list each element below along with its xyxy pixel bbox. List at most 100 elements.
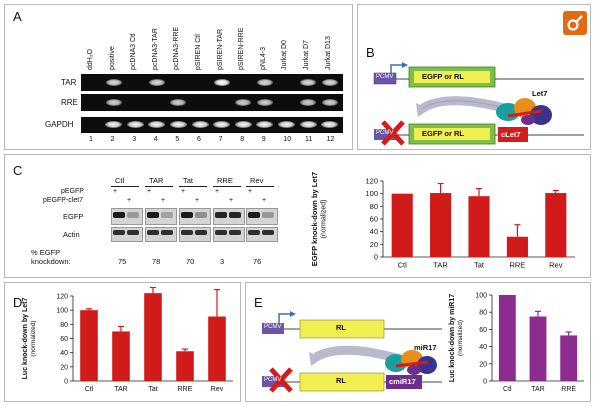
gel-band [148, 121, 166, 128]
gel-band [256, 121, 274, 128]
plus-sign: + [147, 188, 152, 195]
knockdown-value: 76 [253, 257, 262, 266]
y-tick-label: 120 [365, 177, 378, 186]
x-tick-label: Tat [474, 261, 485, 270]
panel-d: D 0 20 40 60 80 100 120 Ctl TAR Tat RRE Rev Luc knoc… [4, 282, 241, 402]
row-label-pegfp: pEGFP [61, 188, 84, 195]
plus-sign: + [229, 197, 234, 204]
gel-tar [81, 74, 343, 91]
bar [506, 236, 528, 257]
plus-sign: + [248, 188, 253, 195]
bar [144, 293, 162, 381]
y-tick-label: 0 [374, 253, 378, 262]
gel-gapdh [81, 117, 343, 133]
blot-condition-underline [213, 186, 241, 187]
blot-band [181, 230, 193, 235]
plus-sign: + [127, 197, 132, 204]
gel-lane-number: 7 [218, 136, 223, 143]
gel-lane-label: pSIREN-TAR [216, 28, 224, 70]
x-tick-label: Ctl [85, 386, 94, 393]
blot-band [215, 212, 227, 218]
y-tick-label: 20 [60, 364, 68, 371]
bar [208, 316, 226, 381]
gel-lane-label: pSIREN-RRE [238, 27, 246, 70]
row-label-pegfp-clet7: pEGFP-clet7 [43, 197, 84, 204]
gel-lane-label: positive [108, 46, 116, 70]
gel-lane-number: 5 [175, 136, 180, 143]
y-tick-label: 60 [370, 215, 378, 224]
blot-condition-underline [145, 186, 173, 187]
reporter-label-e1: RL [336, 323, 346, 332]
row-label-egfp: EGFP [63, 212, 84, 221]
y-tick-label: 100 [56, 308, 68, 315]
reporter-label-e2: RL [336, 376, 346, 385]
y-tick-label: 40 [60, 350, 68, 357]
gel-lane-label: pNL4-3 [259, 47, 267, 70]
gel-band [126, 121, 144, 128]
gel-lane-label: Jurkat D7 [303, 40, 310, 70]
gel-row-label-rre: RRE [61, 98, 78, 107]
row-label-actin: Actin [63, 230, 80, 239]
gel-band [170, 99, 187, 106]
plus-sign: + [113, 188, 118, 195]
y-axis-subtitle: (normalized) [457, 320, 464, 356]
chart-d: 0 20 40 60 80 100 120 Ctl TAR Tat RRE Rev Luc knock-… [22, 286, 233, 393]
blot-band [229, 230, 241, 235]
gel-lane-number: 4 [153, 136, 158, 143]
panel-a: A ddH₂O positive pcDNA3 Ctl pcDNA3-TAR pcDNA… [4, 4, 353, 150]
reporter-label-b1: EGFP or RL [422, 72, 464, 81]
y-tick-label: 0 [64, 379, 68, 386]
blot-condition-underline [179, 186, 207, 187]
gel-lane-label: pcDNA3 Ctl [130, 33, 138, 70]
bar [80, 310, 98, 381]
blot-band [248, 212, 260, 218]
knockdown-value: 78 [152, 257, 161, 266]
plus-sign: + [215, 188, 220, 195]
blot-band [195, 230, 207, 235]
y-axis-title: Luc knock-down by miR17 [449, 294, 456, 382]
y-axis-subtitle: (normalized) [30, 320, 37, 356]
blot-band [262, 230, 274, 235]
y-tick-label: 80 [370, 202, 378, 211]
y-tick-label: 80 [479, 310, 487, 317]
gel-lane-label: pSIREN Ctl [195, 34, 202, 70]
gel-band [105, 121, 123, 128]
y-tick-label: 0 [483, 379, 487, 386]
gel-lane-label: ddH₂O [87, 48, 94, 70]
bar [112, 331, 130, 381]
bar [529, 316, 547, 381]
blot-band [147, 230, 159, 235]
plus-sign: + [262, 197, 267, 204]
gel-lane-number: 3 [132, 136, 137, 143]
gel-band [277, 121, 295, 128]
panel-label-b: B [366, 45, 375, 60]
blot-condition-underline [111, 186, 139, 187]
plus-sign: + [161, 197, 166, 204]
blot-condition-label: TAR [149, 176, 164, 185]
knockdown-label-1: % EGFP [31, 248, 61, 257]
key-icon [563, 11, 587, 35]
blot-band [147, 212, 159, 218]
blot-band [248, 230, 260, 235]
bar [391, 193, 413, 257]
x-tick-label: Ctl [398, 261, 408, 270]
y-axis-title: Luc knock-down by Let7 [22, 298, 29, 380]
construct-diagram-b [373, 62, 584, 146]
x-tick-label: Tat [148, 386, 157, 393]
bar [560, 335, 578, 381]
knockdown-value: 3 [220, 257, 225, 266]
y-tick-label: 60 [479, 327, 487, 334]
x-tick-label: Ctl [503, 386, 512, 393]
mirna-label-b: Let7 [532, 89, 548, 98]
knockdown-value: 75 [118, 257, 127, 266]
x-tick-label: RRE [509, 261, 525, 270]
panel-label-e: E [254, 295, 263, 310]
blot-band [113, 212, 125, 218]
gel-row-label-tar: TAR [61, 78, 77, 87]
blot-band [161, 212, 173, 218]
blot-band [181, 212, 193, 218]
x-tick-label: TAR [531, 386, 544, 393]
panel-e: E PCMV RL PCMV RL cmiR17 miR17 0 20 40 60 80… [245, 282, 591, 402]
x-tick-label: TAR [433, 261, 448, 270]
chart-c: 0 20 40 60 80 100 120 Ctl TAR Tat RRE Rev EGFP knock… [310, 172, 575, 270]
